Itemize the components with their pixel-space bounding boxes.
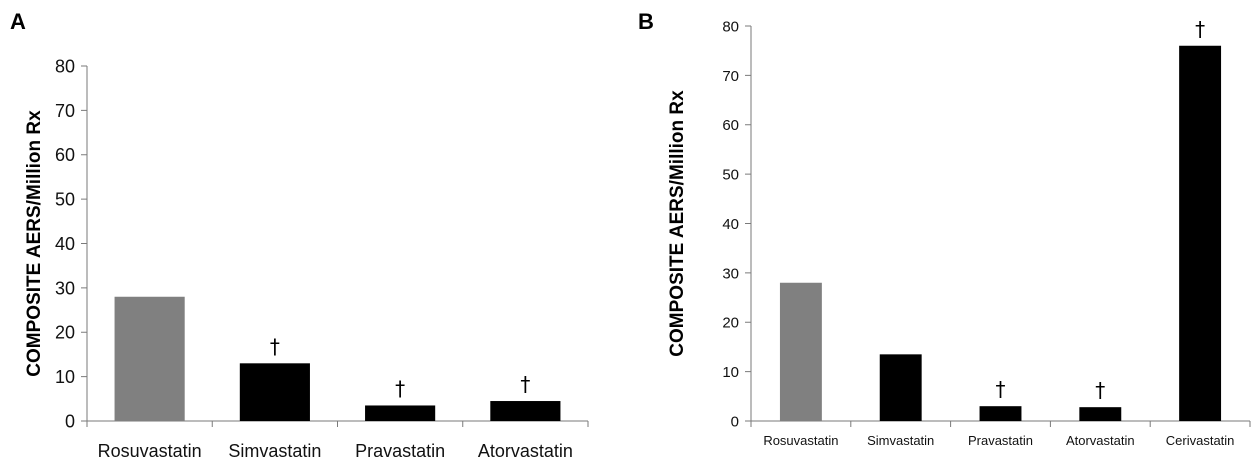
panel-b-category-label: Pravastatin (968, 433, 1033, 448)
panel-b-category-label: Rosuvastatin (763, 433, 838, 448)
panel-a-y-tick-label: 70 (55, 101, 75, 121)
panel-b-bar (879, 354, 922, 421)
panel-a-bar (490, 401, 561, 421)
panel-a-y-tick-label: 50 (55, 190, 75, 210)
panel-a-y-tick-label: 60 (55, 145, 75, 165)
panel-a-category-label: Atorvastatin (478, 441, 573, 460)
panel-b-y-tick-label: 50 (722, 167, 739, 184)
panel-b-bar (1179, 45, 1222, 421)
panel-b-significance-marker: † (996, 377, 1006, 401)
panel-a-category-label: Rosuvastatin (98, 441, 202, 460)
panel-b-category-label: Simvastatin (867, 433, 934, 448)
panel-b-category-label: Cerivastatin (1166, 433, 1235, 448)
panel-b-significance-marker: † (1095, 378, 1105, 402)
panel-a-bar (114, 296, 185, 421)
panel-a-y-tick-label: 40 (55, 234, 75, 254)
panel-a-y-axis-title: COMPOSITE AERS/Million Rx (24, 110, 45, 377)
panel-b-y-tick-label: 0 (731, 413, 739, 430)
panel-b-y-tick-label: 60 (722, 117, 739, 134)
panel-b-y-tick-label: 40 (722, 216, 739, 233)
panel-a-significance-marker: † (520, 372, 530, 396)
panel-b-category-label: Atorvastatin (1066, 433, 1135, 448)
panel-b-y-tick-label: 30 (722, 265, 739, 282)
panel-b-y-tick-label: 20 (722, 315, 739, 332)
panel-a-category-label: Simvastatin (228, 441, 321, 460)
panel-a-letter: A (10, 9, 26, 34)
panel-b-y-tick-label: 80 (722, 18, 739, 35)
panel-b-letter: B (638, 9, 654, 34)
panel-a-y-tick-label: 30 (55, 278, 75, 298)
panel-a-significance-marker: † (395, 376, 405, 400)
panel-a-y-tick-label: 0 (65, 411, 75, 431)
panel-b-bar (779, 282, 822, 421)
panel-b-y-axis-title: COMPOSITE AERS/Million Rx (667, 90, 688, 357)
panel-a-bar (239, 363, 310, 421)
panel-a-y-tick-label: 10 (55, 367, 75, 387)
panel-a-y-tick-label: 20 (55, 323, 75, 343)
panel-a-significance-marker: † (270, 334, 280, 358)
panel-b-significance-marker: † (1195, 17, 1205, 41)
panel-b-y-tick-label: 70 (722, 68, 739, 85)
panel-a-category-label: Pravastatin (355, 441, 445, 460)
panel-a-bar (365, 405, 436, 421)
panel-b-bar (979, 406, 1022, 421)
panel-a-y-tick-label: 80 (55, 56, 75, 76)
panel-b-bar (1079, 407, 1122, 421)
panel-b-y-tick-label: 10 (722, 364, 739, 381)
